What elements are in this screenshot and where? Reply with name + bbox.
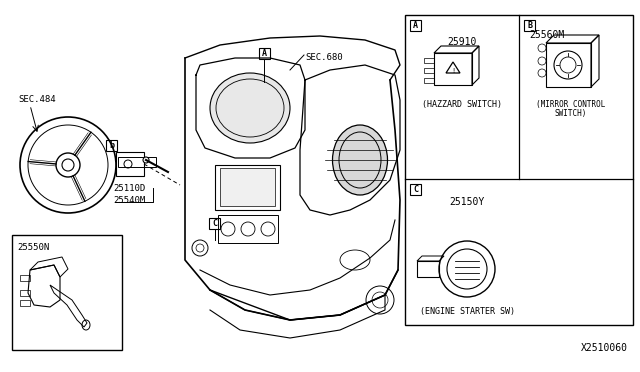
Bar xyxy=(546,43,591,87)
Bar xyxy=(12,235,122,350)
Text: 25560M: 25560M xyxy=(529,30,564,40)
Text: B: B xyxy=(527,21,532,30)
Text: C: C xyxy=(212,219,217,228)
Text: b: b xyxy=(109,141,114,150)
Bar xyxy=(116,152,144,176)
Ellipse shape xyxy=(333,125,387,195)
Bar xyxy=(405,15,633,325)
Text: (ENGINE STARTER SW): (ENGINE STARTER SW) xyxy=(419,307,515,316)
Text: 25150Y: 25150Y xyxy=(449,197,484,207)
Bar xyxy=(424,68,434,73)
Text: SEC.680: SEC.680 xyxy=(305,53,342,62)
Bar xyxy=(410,20,421,31)
Bar xyxy=(417,261,439,277)
Bar xyxy=(218,215,278,243)
Bar xyxy=(118,157,156,167)
Bar xyxy=(259,48,270,59)
Text: 25550N: 25550N xyxy=(17,243,49,252)
Text: !: ! xyxy=(451,68,455,74)
Text: A: A xyxy=(413,21,418,30)
Bar xyxy=(209,218,220,229)
Text: A: A xyxy=(262,49,267,58)
Bar xyxy=(106,140,117,151)
Bar xyxy=(524,20,535,31)
Ellipse shape xyxy=(210,73,290,143)
Bar xyxy=(20,300,30,306)
Text: 25110D: 25110D xyxy=(113,184,145,193)
Text: (HAZZARD SWITCH): (HAZZARD SWITCH) xyxy=(422,100,502,109)
Bar xyxy=(410,184,421,195)
Text: SWITCH): SWITCH) xyxy=(555,109,587,118)
Text: 25910: 25910 xyxy=(447,37,477,47)
Bar xyxy=(20,275,30,281)
Bar xyxy=(20,290,30,296)
Circle shape xyxy=(143,157,149,163)
Bar xyxy=(220,168,275,206)
Text: X2510060: X2510060 xyxy=(581,343,628,353)
Bar xyxy=(424,58,434,63)
Bar xyxy=(424,78,434,83)
Text: C: C xyxy=(413,185,418,194)
Bar xyxy=(434,53,472,85)
Text: 25540M: 25540M xyxy=(113,196,145,205)
Text: (MIRROR CONTROL: (MIRROR CONTROL xyxy=(536,100,605,109)
Bar xyxy=(215,165,280,210)
Text: SEC.484: SEC.484 xyxy=(18,95,56,104)
